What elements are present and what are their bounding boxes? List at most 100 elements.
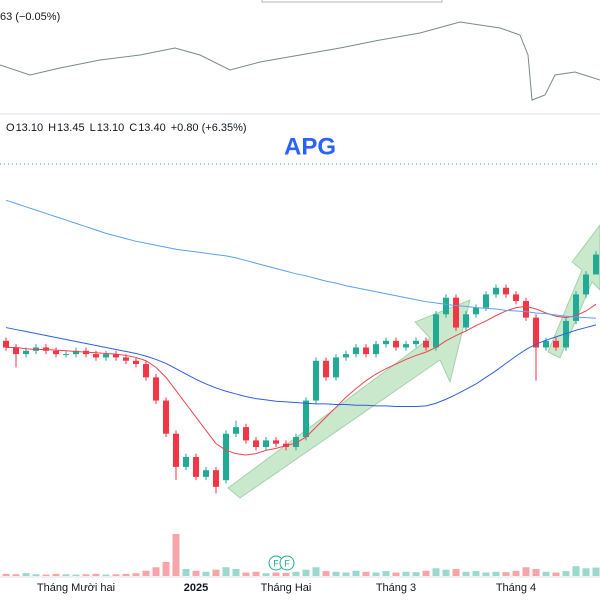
volume-bar [532,569,540,576]
volume-bar [372,572,380,576]
candle-body [153,377,159,401]
volume-bar [292,571,300,576]
candle-body [343,354,349,358]
volume-bar [432,568,440,576]
volume-bar [22,573,30,576]
candle-body [103,354,109,358]
candle-body [373,344,379,355]
candle-body [263,440,269,448]
candle-body [423,340,429,348]
volume-bar [92,573,100,576]
candle-body [243,427,249,441]
volume-bar [592,567,600,576]
candle-body [403,344,409,348]
event-marker[interactable] [279,555,295,571]
candle-body [473,307,479,315]
candle-body [593,254,599,275]
candle-body [223,433,229,481]
volume-bar [112,574,120,576]
candle-body [233,427,239,434]
candle-body [323,360,329,378]
volume-bar [562,571,570,576]
volume-bar [282,572,290,576]
candle-body [533,317,539,348]
candle-body [273,440,279,444]
candle-body [493,287,499,295]
volume-bar [62,574,70,576]
candle-body [443,297,449,315]
volume-bar [492,571,500,576]
event-label[interactable]: F [284,558,290,568]
volume-bar [42,574,50,576]
legend-key: O [6,122,15,134]
candle-body [563,320,569,348]
chart-title: APG [284,133,336,160]
volume-bar [512,570,520,576]
volume-bar [182,569,190,576]
volume-bar [342,572,350,576]
volume-bar [192,570,200,576]
candle-body [213,470,219,487]
candle-body [413,340,419,345]
volume-bar [572,566,580,576]
candle-body [523,301,529,318]
volume-bar [72,574,80,576]
candle-body [583,274,589,295]
candle-body [393,340,399,348]
ma-line [6,303,597,456]
x-tick-label: Tháng Hai [261,582,312,594]
volume-bar [462,571,470,576]
candle-body [313,360,319,401]
volume-bar [172,534,180,576]
header-change: 63 (−0.05%) [0,11,60,23]
volume-bar [392,572,400,576]
volume-bar [412,572,420,576]
legend-value: 13.45 [57,122,85,134]
ma-layer [5,199,597,456]
volume-bar [162,562,170,576]
volume-bar [502,572,510,576]
volume-bar [552,572,560,576]
candle-body [353,347,359,355]
volume-bar [302,569,310,576]
candle-body [543,340,549,348]
volume-layer [2,534,600,576]
candle-body [203,470,209,477]
candle-body [463,314,469,328]
volume-bar [402,571,410,576]
candle-body [113,354,119,358]
volume-bar [152,567,160,576]
candle-body [513,294,519,302]
x-tick-label: Tháng Mười hai [37,582,115,594]
candle-body [133,360,139,365]
candle-body [183,456,189,467]
volume-bar [32,574,40,576]
volume-bar [232,569,240,576]
x-tick-label: Tháng 4 [496,582,536,594]
volume-bar [332,571,340,576]
volume-bar [142,570,150,576]
candle-body [23,350,29,355]
volume-bar [132,573,140,576]
volume-bar [472,571,480,576]
x-tick-label: 2025 [184,582,208,594]
volume-bar [52,573,60,576]
event-label[interactable]: F [273,558,279,568]
volume-bar [212,569,220,576]
legend-key: C [129,122,137,134]
candle-body [453,297,459,328]
x-tick-label: Tháng 3 [376,582,416,594]
volume-bar [222,567,230,576]
candle-body [483,294,489,308]
volume-bar [442,569,450,576]
volume-bar [542,571,550,576]
volume-bar [322,571,330,576]
volume-bar [262,573,270,576]
navigator-line [0,21,600,101]
candle-body [3,340,9,348]
ohlc-legend: O 13.10 H 13.45 L 13.10 C 13.40 +0.80 (+6.35%) [6,122,247,134]
legend-key: H [48,122,56,134]
volume-bar [582,568,590,576]
